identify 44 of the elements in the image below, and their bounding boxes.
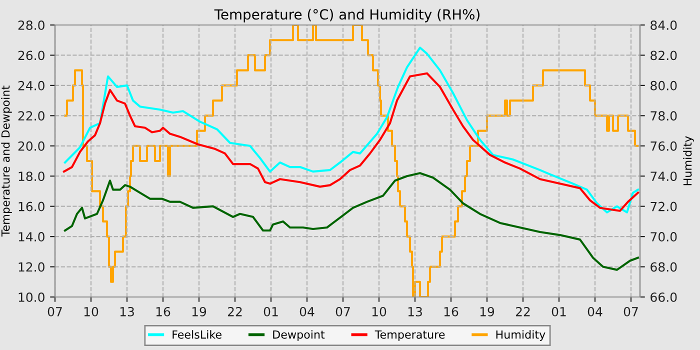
x-tick-label: 16 [444,306,458,316]
y2-tick-label: 82.0 [650,50,677,60]
y2-axis-title: Humidity [683,136,694,186]
y2-tick-label: 78.0 [650,111,677,121]
y-tick-label: 10.0 [18,292,44,302]
y-tick-label: 28.0 [18,20,44,30]
legend-label: Temperature [374,330,445,341]
y2-tick-label: 84.0 [650,20,677,30]
y2-tick-label: 74.0 [650,172,677,182]
x-tick-label: 10 [372,306,386,316]
x-tick-label: 13 [120,306,134,316]
x-tick-label: 04 [300,306,314,316]
y-tick-label: 18.0 [18,172,44,182]
x-tick-label: 07 [336,306,350,316]
y2-tick-label: 72.0 [650,202,677,212]
x-tick-label: 01 [264,306,278,316]
y-tick-label: 24.0 [18,80,44,90]
x-tick-label: 10 [84,306,98,316]
y-tick-label: 22.0 [18,111,44,121]
legend-label: Dewpoint [273,330,325,341]
x-tick-label: 19 [480,306,494,316]
x-tick-label: 07 [624,306,638,316]
y2-tick-label: 76.0 [650,141,677,151]
legend-label: Humidity [496,330,546,341]
y-tick-label: 26.0 [18,50,44,60]
y2-tick-label: 66.0 [650,292,677,302]
x-tick-label: 07 [48,306,62,316]
y2-tick-label: 68.0 [650,262,677,272]
y-tick-label: 20.0 [18,141,44,151]
x-tick-label: 22 [228,306,242,316]
x-tick-label: 16 [156,306,170,316]
y-tick-label: 16.0 [18,202,44,212]
y2-tick-label: 70.0 [650,232,677,242]
x-tick-label: 19 [192,306,206,316]
legend-label: FeelsLike [172,330,222,339]
x-tick-label: 01 [552,306,566,316]
x-tick-label: 13 [408,306,422,316]
y-tick-label: 12.0 [18,262,44,272]
y2-tick-label: 80.0 [650,80,677,90]
x-tick-label: 04 [588,306,602,316]
chart-title: Temperature (°C) and Humidity (RH%) [214,8,480,22]
x-tick-label: 22 [516,306,530,316]
y-axis-title: Temperature and Dewpoint [1,86,12,237]
y-tick-label: 14.0 [18,232,44,242]
